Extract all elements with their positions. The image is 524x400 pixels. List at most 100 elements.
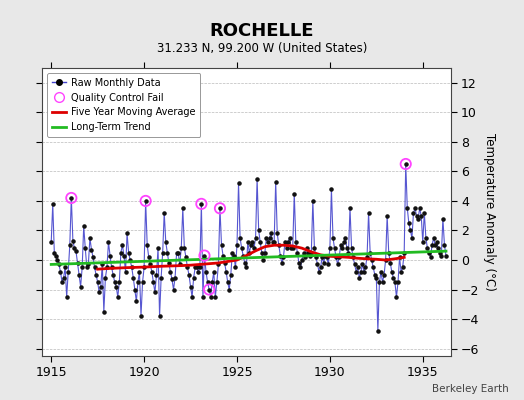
Point [392, 294, 401, 300]
Point [197, 201, 205, 207]
Point [205, 286, 213, 293]
Point [138, 279, 147, 285]
Point [96, 283, 105, 290]
Point [252, 235, 260, 241]
Point [338, 245, 346, 251]
Point [237, 245, 246, 251]
Point [210, 269, 218, 275]
Point [374, 328, 382, 334]
Point [248, 239, 257, 246]
Point [360, 269, 368, 275]
Point [403, 205, 411, 212]
Point [375, 279, 384, 285]
Point [194, 269, 202, 275]
Point [154, 245, 162, 251]
Point [127, 264, 136, 270]
Point [182, 254, 190, 260]
Point [401, 161, 410, 167]
Point [302, 245, 311, 251]
Point [135, 269, 144, 275]
Point [293, 250, 301, 256]
Point [431, 242, 439, 248]
Point [160, 210, 168, 216]
Point [200, 252, 209, 259]
Point [406, 227, 414, 234]
Point [310, 245, 319, 251]
Point [106, 252, 114, 259]
Point [231, 264, 239, 270]
Point [289, 245, 297, 251]
Point [84, 261, 93, 268]
Point [152, 272, 161, 278]
Point [141, 198, 150, 204]
Text: Berkeley Earth: Berkeley Earth [432, 384, 508, 394]
Point [357, 269, 365, 275]
Point [53, 257, 62, 263]
Point [321, 252, 330, 259]
Point [305, 252, 314, 259]
Point [318, 254, 326, 260]
Point [149, 279, 158, 285]
Point [134, 279, 142, 285]
Point [349, 254, 357, 260]
Point [111, 279, 119, 285]
Point [409, 210, 418, 216]
Point [205, 286, 213, 293]
Point [341, 235, 350, 241]
Point [83, 264, 91, 270]
Point [55, 261, 63, 268]
Point [358, 261, 367, 268]
Point [324, 261, 333, 268]
Point [107, 264, 116, 270]
Point [381, 257, 390, 263]
Point [109, 272, 117, 278]
Point [100, 308, 108, 315]
Point [58, 279, 66, 285]
Point [177, 245, 185, 251]
Point [217, 242, 226, 248]
Point [385, 250, 393, 256]
Point [47, 239, 56, 246]
Point [187, 283, 195, 290]
Point [140, 264, 148, 270]
Point [219, 252, 227, 259]
Point [364, 210, 373, 216]
Point [241, 260, 249, 266]
Point [304, 250, 312, 256]
Point [340, 239, 348, 246]
Point [267, 230, 275, 237]
Point [90, 264, 99, 270]
Point [336, 242, 345, 248]
Point [61, 264, 69, 270]
Point [351, 261, 359, 268]
Point [59, 274, 68, 281]
Point [386, 260, 395, 266]
Point [190, 274, 198, 281]
Point [75, 272, 83, 278]
Point [442, 252, 450, 259]
Point [222, 269, 231, 275]
Point [72, 248, 80, 254]
Point [420, 210, 429, 216]
Point [156, 313, 164, 319]
Point [129, 274, 137, 281]
Point [315, 269, 323, 275]
Point [104, 239, 113, 246]
Point [117, 250, 125, 256]
Point [158, 250, 167, 256]
Point [183, 264, 192, 270]
Point [394, 279, 402, 285]
Point [122, 269, 130, 275]
Point [343, 245, 351, 251]
Point [93, 279, 102, 285]
Point [49, 201, 57, 207]
Point [124, 250, 133, 256]
Point [422, 235, 430, 241]
Point [333, 261, 342, 268]
Point [115, 279, 124, 285]
Point [151, 289, 159, 296]
Point [185, 272, 193, 278]
Point [268, 239, 277, 246]
Point [161, 239, 170, 246]
Point [123, 230, 131, 237]
